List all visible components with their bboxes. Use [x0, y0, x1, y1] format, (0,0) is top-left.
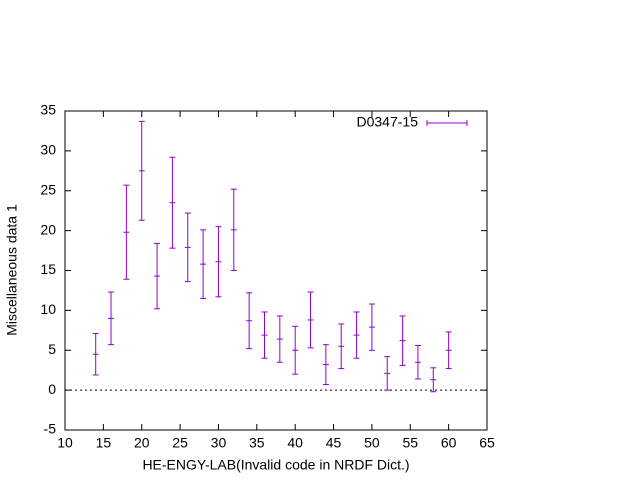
y-tick-label: 35 [40, 102, 56, 118]
x-tick-label: 30 [211, 435, 227, 451]
error-bar [353, 311, 360, 359]
error-bar [384, 356, 391, 391]
error-bar [399, 315, 406, 366]
error-bar [123, 184, 130, 280]
y-tick-label: -5 [44, 421, 57, 437]
error-bar [368, 303, 375, 351]
legend-label: D0347-15 [357, 114, 419, 130]
y-axis-label: Miscellaneous data 1 [4, 204, 20, 336]
x-axis-label: HE-ENGY-LAB(Invalid code in NRDF Dict.) [142, 457, 409, 473]
error-bar [414, 344, 421, 380]
y-tick-label: 5 [48, 341, 56, 357]
y-tick-label: 10 [40, 301, 56, 317]
error-bar [338, 323, 345, 370]
error-bar [307, 291, 314, 349]
x-tick-label: 65 [479, 435, 495, 451]
x-tick-label: 15 [96, 435, 112, 451]
error-bar [154, 242, 161, 310]
y-tick-label: 30 [40, 142, 56, 158]
error-bar [169, 156, 176, 249]
x-tick-label: 50 [364, 435, 380, 451]
x-tick-label: 35 [249, 435, 265, 451]
x-tick-label: 55 [402, 435, 418, 451]
error-bar [292, 325, 299, 375]
x-tick-label: 45 [326, 435, 342, 451]
x-tick-label: 20 [134, 435, 150, 451]
error-bar [230, 188, 237, 271]
x-tick-label: 40 [287, 435, 303, 451]
error-bar [430, 367, 437, 393]
error-bar [261, 311, 268, 359]
error-bar [445, 331, 452, 370]
error-bar [246, 292, 253, 350]
x-tick-label: 25 [172, 435, 188, 451]
error-bar [108, 291, 115, 346]
error-bar [184, 212, 191, 283]
error-bar [276, 315, 283, 363]
error-bar [200, 229, 207, 299]
y-tick-label: 15 [40, 261, 56, 277]
x-tick-label: 10 [57, 435, 73, 451]
y-tick-label: 25 [40, 181, 56, 197]
y-tick-label: 0 [48, 381, 56, 397]
x-tick-label: 60 [441, 435, 457, 451]
error-bar [322, 344, 329, 386]
plot-frame [64, 110, 488, 431]
error-bar [138, 120, 145, 221]
y-tick-label: 20 [40, 221, 56, 237]
error-bar [215, 226, 222, 298]
error-bar [92, 333, 99, 376]
